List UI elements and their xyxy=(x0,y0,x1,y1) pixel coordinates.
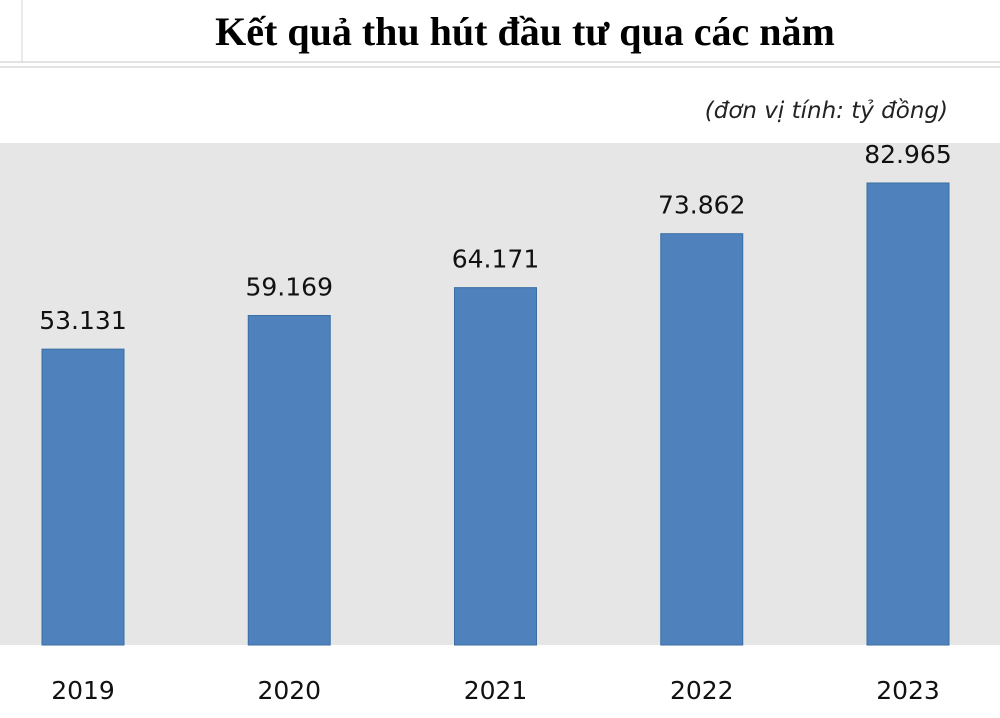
value-label: 73.862 xyxy=(658,191,745,220)
chart-title: Kết quả thu hút đầu tư qua các năm xyxy=(215,9,835,54)
bar xyxy=(247,315,331,646)
bar xyxy=(41,348,125,646)
value-label: 82.965 xyxy=(864,140,951,169)
value-label: 53.131 xyxy=(39,306,126,335)
bar xyxy=(660,233,744,646)
bar xyxy=(866,182,950,646)
x-tick-label: 2020 xyxy=(257,676,321,705)
x-tick-label: 2021 xyxy=(464,676,528,705)
x-tick-label: 2019 xyxy=(51,676,115,705)
x-tick-label: 2022 xyxy=(670,676,734,705)
value-label: 64.171 xyxy=(452,245,539,274)
bar xyxy=(454,287,537,646)
value-label: 59.169 xyxy=(246,273,333,302)
x-tick-label: 2023 xyxy=(876,676,940,705)
chart-subtitle: (đơn vị tính: tỷ đồng) xyxy=(705,98,948,124)
